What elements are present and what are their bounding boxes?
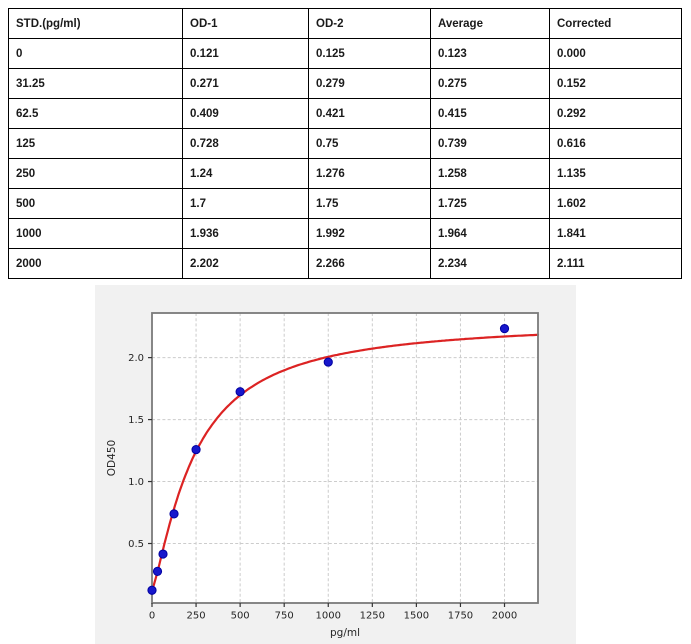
table-cell: 1.135 xyxy=(549,158,682,189)
table-cell: 125 xyxy=(8,128,183,159)
table-cell: 0.739 xyxy=(430,128,550,159)
standards-data-table: STD.(pg/ml) OD-1 OD-2 Average Corrected 0 0.1… xyxy=(8,8,682,279)
table-cell: 1.276 xyxy=(308,158,431,189)
table-row: 1000 1.936 1.992 1.964 1.841 xyxy=(8,218,682,249)
table-cell: 1.7 xyxy=(182,188,309,219)
table-cell: 0.123 xyxy=(430,38,550,69)
standard-curve-figure: 0 250 500 750 1000 1250 1500 1750 2000 0.5 1.0 1.5 2… xyxy=(95,285,576,644)
table-cell: 1.936 xyxy=(182,218,309,249)
table-cell: 1.258 xyxy=(430,158,550,189)
table-cell: 0.421 xyxy=(308,98,431,129)
table-cell: 0.616 xyxy=(549,128,682,159)
column-header: STD.(pg/ml) xyxy=(8,8,183,39)
table-row: 31.25 0.271 0.279 0.275 0.152 xyxy=(8,68,682,99)
data-point xyxy=(191,444,201,455)
plot-frame xyxy=(151,312,539,604)
column-header: OD-2 xyxy=(308,8,431,39)
x-tick-label: 1750 xyxy=(448,611,473,622)
fit-curve-line xyxy=(150,333,540,591)
y-axis-label: OD450 xyxy=(106,440,118,476)
table-cell: 1.24 xyxy=(182,158,309,189)
y-tick-label: 1.0 xyxy=(128,477,144,488)
data-point xyxy=(158,549,168,559)
table-cell: 0.275 xyxy=(430,68,550,99)
table-header-row: STD.(pg/ml) OD-1 OD-2 Average Corrected xyxy=(8,8,682,39)
x-tick-label: 1250 xyxy=(360,611,385,622)
table-cell: 1.75 xyxy=(308,188,431,219)
table-cell: 2.234 xyxy=(430,248,550,279)
column-header: Corrected xyxy=(549,8,682,39)
data-point xyxy=(152,566,163,576)
x-tick-label: 1000 xyxy=(316,611,341,622)
x-tick-label: 1500 xyxy=(404,611,429,622)
standards-table: STD.(pg/ml) OD-1 OD-2 Average Corrected 0 0.1… xyxy=(8,8,682,279)
table-cell: 500 xyxy=(8,188,183,219)
y-tick-label: 1.5 xyxy=(128,415,144,426)
table-cell: 0.409 xyxy=(182,98,309,129)
table-cell: 0.121 xyxy=(182,38,309,69)
table-cell: 0.125 xyxy=(308,38,431,69)
data-point xyxy=(147,585,157,595)
x-tick-label: 750 xyxy=(275,611,294,622)
data-point xyxy=(499,324,510,334)
table-cell: 0.728 xyxy=(182,128,309,159)
data-point xyxy=(169,509,179,519)
table-cell: 0.152 xyxy=(549,68,682,99)
table-row: 500 1.7 1.75 1.725 1.602 xyxy=(8,188,682,219)
table-cell: 2.111 xyxy=(549,248,682,279)
table-cell: 31.25 xyxy=(8,68,183,99)
x-axis-label: pg/ml xyxy=(330,627,360,639)
data-point xyxy=(323,357,333,367)
table-row: 125 0.728 0.75 0.739 0.616 xyxy=(8,128,682,159)
column-header: Average xyxy=(430,8,550,39)
table-cell: 1.602 xyxy=(549,188,682,219)
x-tick-label: 500 xyxy=(231,611,250,622)
y-tick-label: 0.5 xyxy=(128,539,144,550)
column-header: OD-1 xyxy=(182,8,309,39)
table-cell: 2000 xyxy=(8,248,183,279)
x-tick-label: 0 xyxy=(149,611,155,622)
table-cell: 0.292 xyxy=(549,98,682,129)
table-cell: 0.415 xyxy=(430,98,550,129)
table-cell: 1000 xyxy=(8,218,183,249)
table-row: 0 0.121 0.125 0.123 0.000 xyxy=(8,38,682,69)
table-cell: 1.964 xyxy=(430,218,550,249)
x-tick-label: 2000 xyxy=(492,611,517,622)
table-cell: 0.75 xyxy=(308,128,431,159)
table-body: 0 0.121 0.125 0.123 0.000 31.25 0.271 0.279 0.27… xyxy=(8,38,682,279)
table-row: 62.5 0.409 0.421 0.415 0.292 xyxy=(8,98,682,129)
plot-background xyxy=(152,313,538,603)
table-cell: 0.279 xyxy=(308,68,431,99)
x-tick-label: 250 xyxy=(187,611,206,622)
table-cell: 2.202 xyxy=(182,248,309,279)
table-cell: 1.841 xyxy=(549,218,682,249)
table-cell: 0.000 xyxy=(549,38,682,69)
table-cell: 62.5 xyxy=(8,98,183,129)
y-tick-label: 2.0 xyxy=(128,353,144,364)
data-point xyxy=(235,387,245,397)
standard-curve-plot: 0 250 500 750 1000 1250 1500 1750 2000 0.5 1.0 1.5 2… xyxy=(106,312,540,639)
table-cell: 250 xyxy=(8,158,183,189)
table-row: 250 1.24 1.276 1.258 1.135 xyxy=(8,158,682,189)
table-cell: 0 xyxy=(8,38,183,69)
table-cell: 2.266 xyxy=(308,248,431,279)
table-row: 2000 2.202 2.266 2.234 2.111 xyxy=(8,248,682,279)
table-cell: 1.992 xyxy=(308,218,431,249)
table-cell: 0.271 xyxy=(182,68,309,99)
table-cell: 1.725 xyxy=(430,188,550,219)
